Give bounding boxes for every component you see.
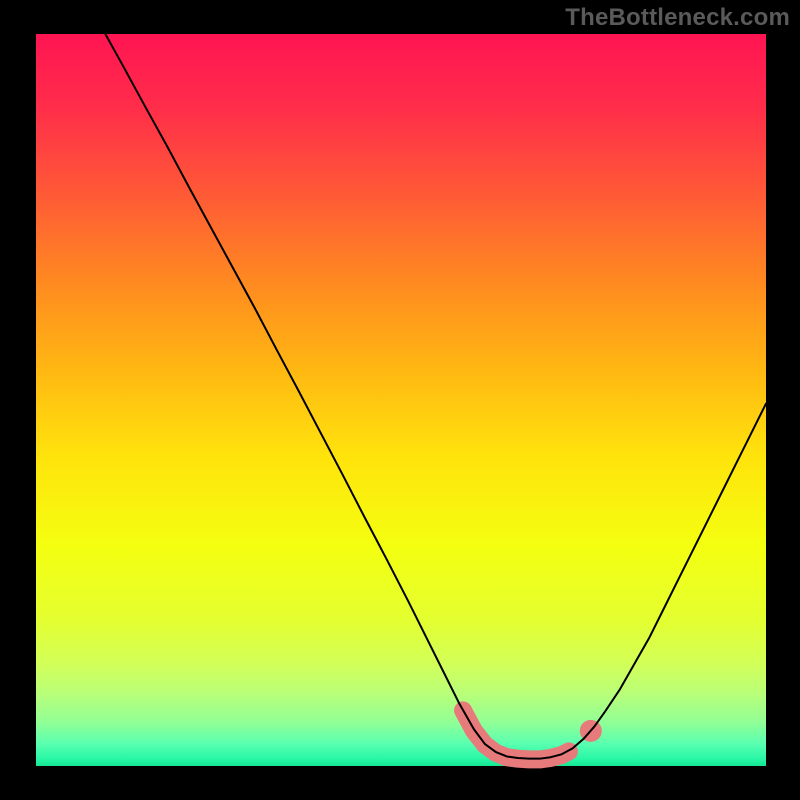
chart-svg [0, 0, 800, 800]
chart-frame: TheBottleneck.com [0, 0, 800, 800]
bottleneck-curve [105, 34, 766, 759]
